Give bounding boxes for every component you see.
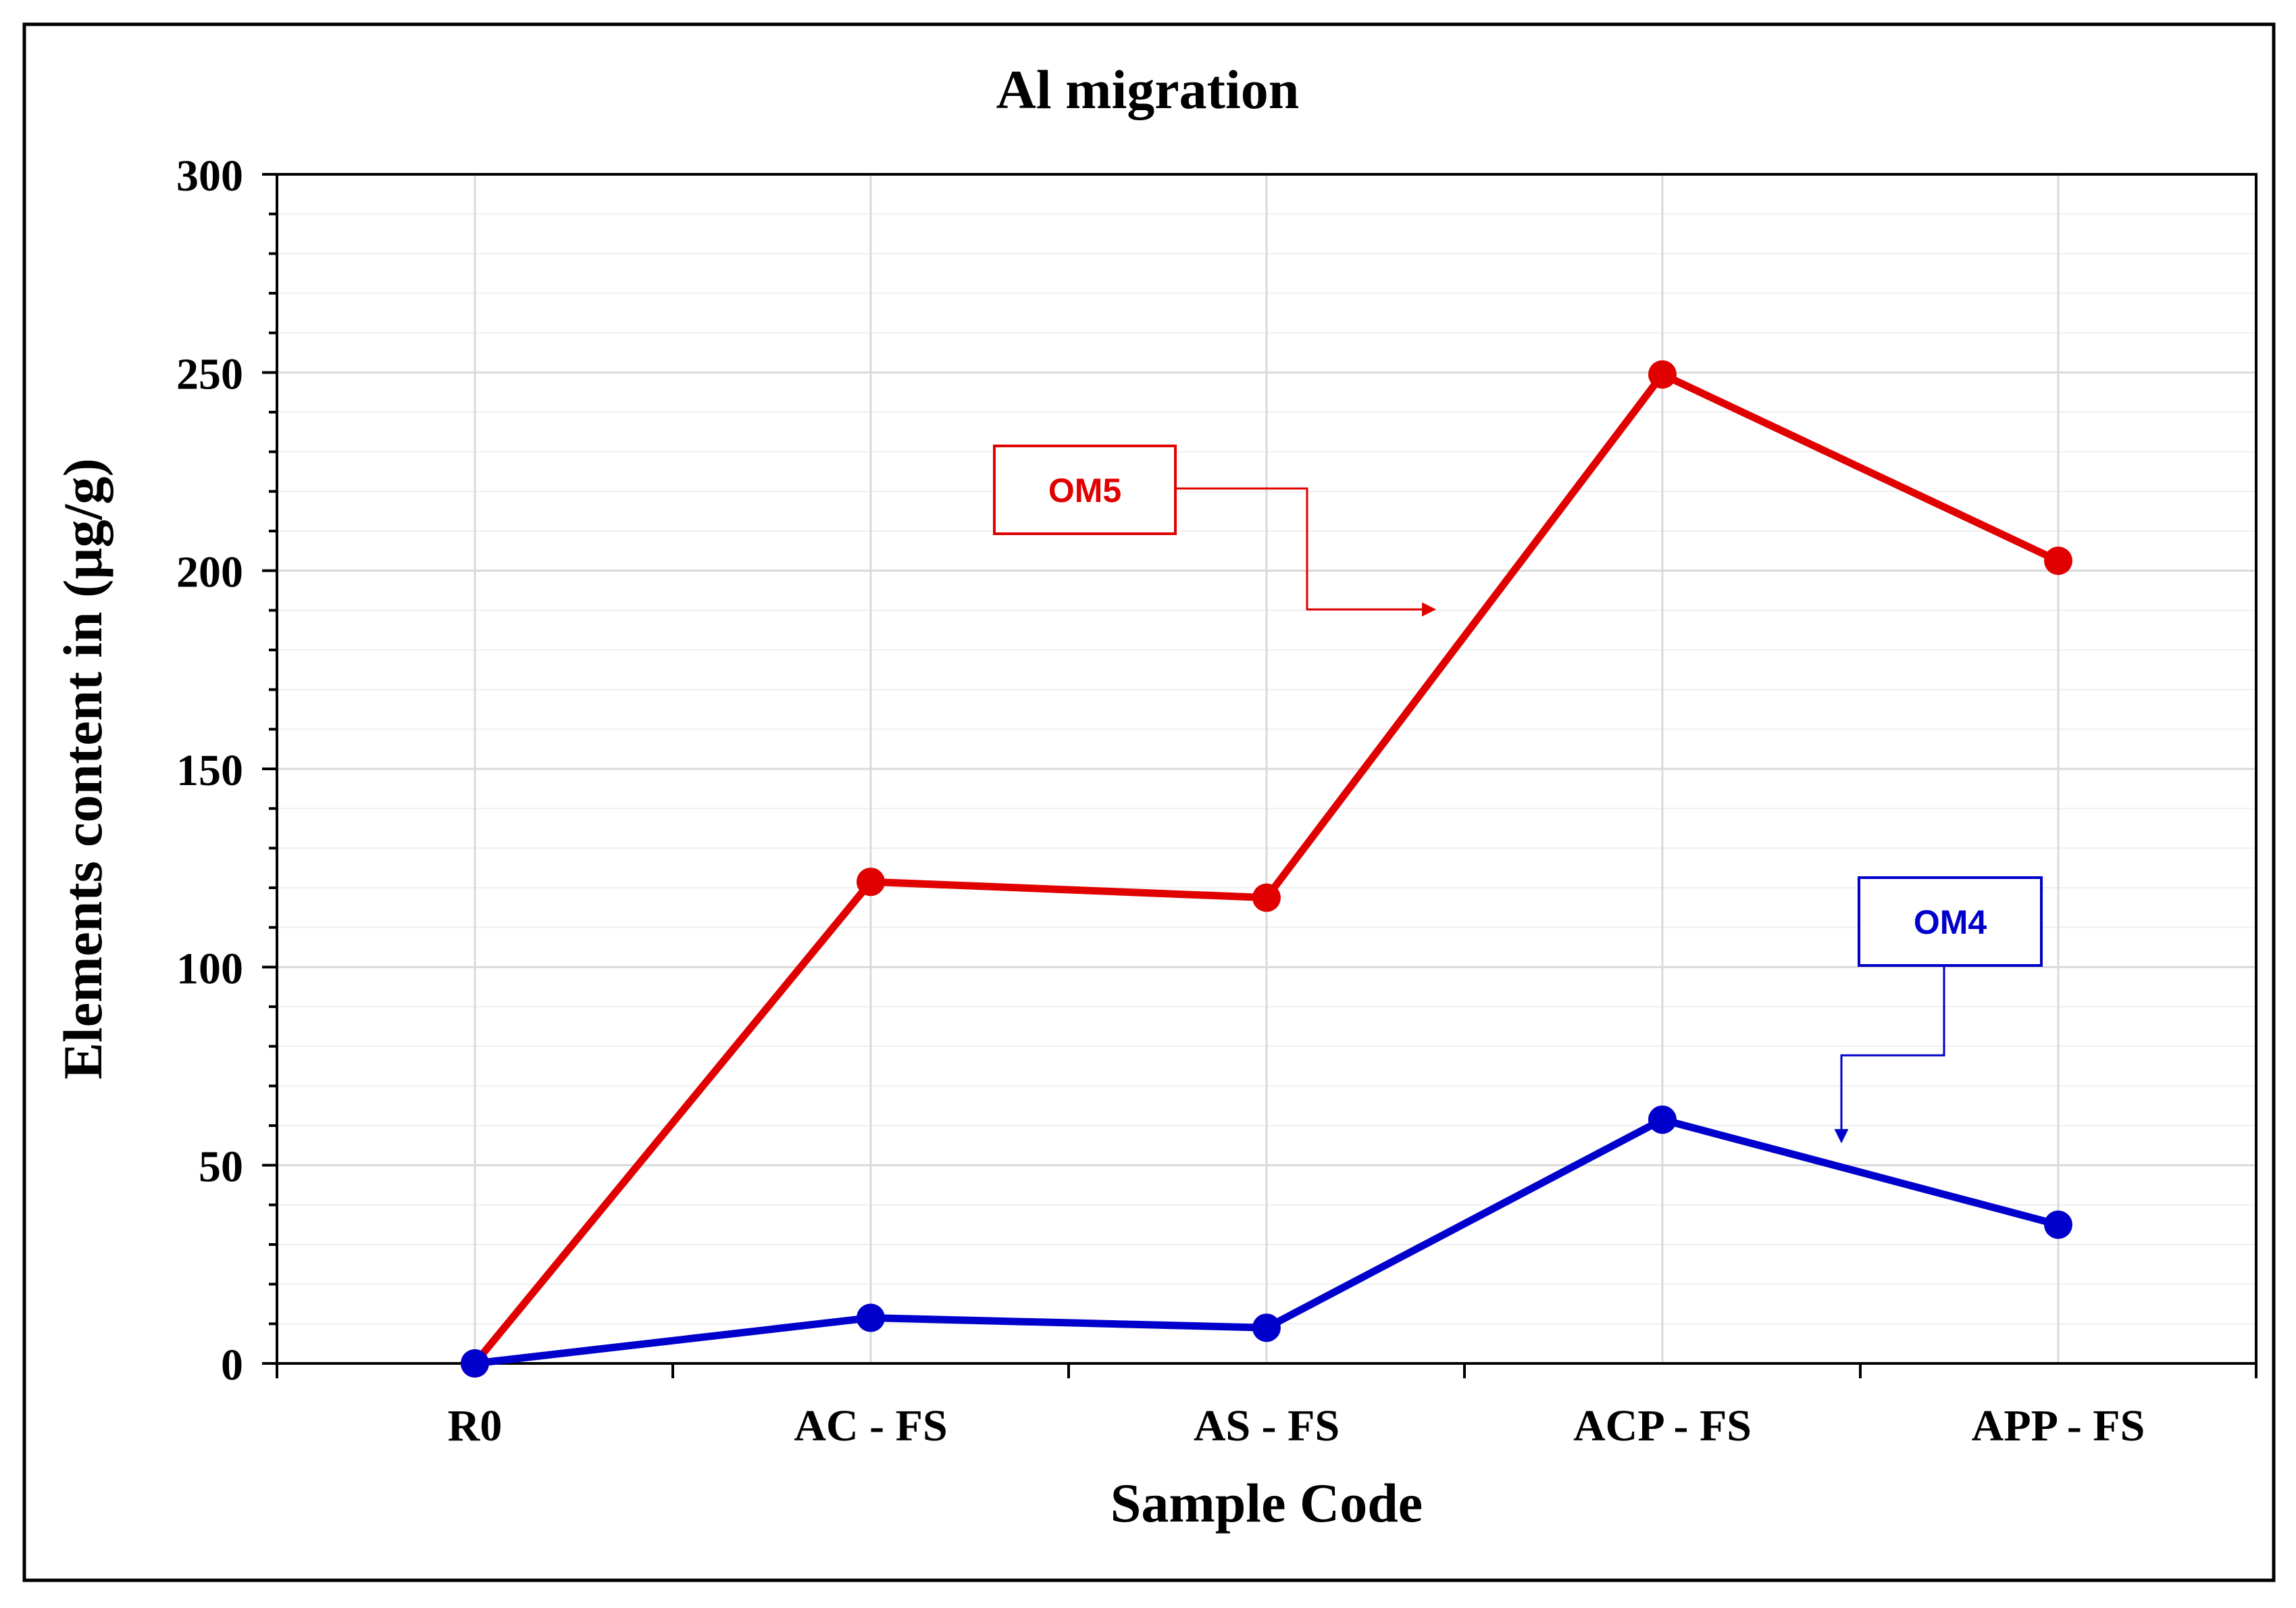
data-point-om5 [857, 868, 885, 897]
callout-arrow-om4 [1834, 965, 1945, 1144]
chart-title: Al migration [996, 59, 1300, 120]
y-axis-label: Elements content in (µg/g) [52, 458, 113, 1080]
callout-label-om5: OM5 [1048, 472, 1121, 509]
y-tick-label: 300 [176, 151, 243, 201]
x-tick-label: R0 [448, 1401, 503, 1451]
callouts: OM5 OM4 [993, 445, 2043, 1144]
callout-box-om4 [1858, 876, 2043, 967]
data-point-om4 [1252, 1313, 1281, 1342]
y-tick-label: 50 [199, 1142, 243, 1192]
y-axis-ticks: 0 50 100 150 200 250 300 [176, 151, 277, 1390]
y-tick-label: 100 [176, 944, 243, 993]
x-tick-label: ACP - FS [1573, 1401, 1752, 1451]
x-tick-label: AS - FS [1194, 1401, 1340, 1451]
data-point-om4 [857, 1303, 885, 1332]
data-point-om4 [461, 1349, 489, 1378]
data-point-om4 [2044, 1210, 2072, 1239]
y-tick-label: 0 [221, 1340, 243, 1390]
data-point-om5 [2044, 547, 2072, 575]
x-tick-label: APP - FS [1972, 1401, 2145, 1451]
y-tick-label: 150 [176, 746, 243, 795]
y-tick-label: 200 [176, 548, 243, 597]
x-axis-label: Sample Code [1111, 1472, 1423, 1534]
callout-label-om4: OM4 [1914, 903, 1987, 941]
callout-arrow-om5 [1175, 487, 1437, 617]
series-points [461, 360, 2072, 1378]
outer-border [22, 22, 2276, 1582]
grid-major [277, 174, 2256, 1363]
data-point-om5 [1648, 360, 1677, 389]
data-point-om5 [1252, 883, 1281, 912]
y-tick-label: 250 [176, 349, 243, 399]
x-axis-ticks: R0 AC - FS AS - FS ACP - FS APP - FS [276, 1363, 2257, 1451]
data-point-om4 [1648, 1105, 1677, 1134]
callout-box-om5 [993, 445, 1177, 535]
x-tick-label: AC - FS [794, 1401, 947, 1451]
